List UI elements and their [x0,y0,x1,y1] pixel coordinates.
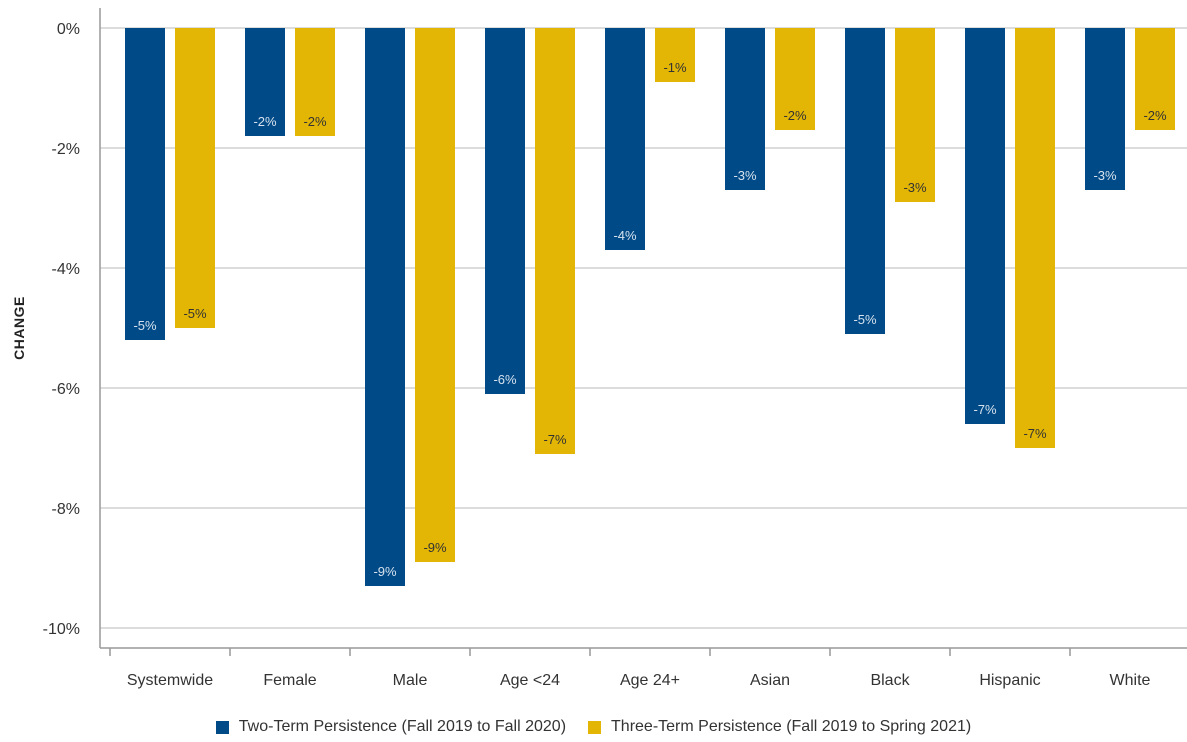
legend-label-two-term: Two-Term Persistence (Fall 2019 to Fall … [238,718,567,735]
data-label: -6% [493,372,517,387]
data-label: -5% [853,312,877,327]
bar [895,28,935,202]
bar [965,28,1005,424]
data-label: -7% [543,432,567,447]
legend: Two-Term Persistence (Fall 2019 to Fall … [0,718,1187,736]
data-label: -3% [733,168,757,183]
bar [535,28,575,454]
bar [775,28,815,130]
x-axis: Systemwide Female Male Age <24 Age 24+ Asian B… [99,8,1187,689]
bar [365,28,405,586]
bar [245,28,285,136]
x-tick-label: Asian [750,672,790,689]
data-label: -7% [1023,426,1047,441]
data-label: -2% [253,114,277,129]
y-tick-label: -10% [43,621,80,638]
gridlines [100,27,1187,629]
legend-item-three-term: Three-Term Persistence (Fall 2019 to Spr… [588,718,971,736]
bar [1135,28,1175,130]
bar [125,28,165,340]
y-tick-label: -4% [52,261,80,278]
x-tick-label: Age 24+ [620,672,680,689]
x-tick-label: Black [870,672,910,689]
bars [125,28,1175,586]
data-label: -5% [183,306,207,321]
y-tick-label: 0% [57,21,80,38]
legend-label-three-term: Three-Term Persistence (Fall 2019 to Spr… [611,718,972,735]
x-tick-label: Hispanic [979,672,1040,689]
bar [655,28,695,82]
bar [415,28,455,562]
y-axis-ticks: 0% -2% -4% -6% -8% -10% [43,21,80,638]
y-tick-label: -2% [52,141,80,158]
bar [845,28,885,334]
data-label: -9% [423,540,447,555]
data-label: -7% [973,402,997,417]
data-label: -2% [783,108,807,123]
x-tick-label: Age <24 [500,672,560,689]
data-label: -9% [373,564,397,579]
bar [725,28,765,190]
data-label: -5% [133,318,157,333]
x-tick-label: White [1110,672,1151,689]
legend-swatch-two-term [215,720,229,734]
data-label: -4% [613,228,637,243]
data-label: -2% [303,114,327,129]
bar [1015,28,1055,448]
data-labels: -5% -5% -2% -2% -9% -9% -6% -7% -4% -1% -3% -2% -5% -… [133,60,1167,579]
data-label: -1% [663,60,687,75]
data-label: -2% [1143,108,1167,123]
legend-item-two-term: Two-Term Persistence (Fall 2019 to Fall … [215,718,567,736]
x-tick-label: Systemwide [127,672,213,689]
bar [295,28,335,136]
x-tick-label: Female [263,672,316,689]
y-axis-label: CHANGE [11,296,27,360]
legend-swatch-three-term [588,720,602,734]
bar [485,28,525,394]
data-label: -3% [1093,168,1117,183]
bar [175,28,215,328]
bar [605,28,645,250]
y-tick-label: -6% [52,381,80,398]
x-tick-label: Male [393,672,428,689]
bar-chart: 0% -2% -4% -6% -8% -10% -5% -5% -2% -2% -9% -9% -6%… [11,8,1187,689]
bar [1085,28,1125,190]
y-tick-label: -8% [52,501,80,518]
data-label: -3% [903,180,927,195]
